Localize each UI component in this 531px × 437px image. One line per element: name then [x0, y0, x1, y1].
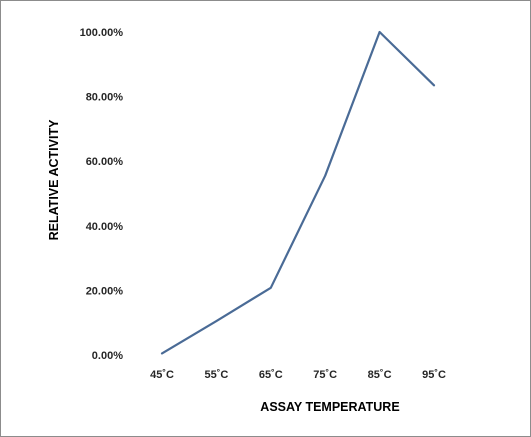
y-tick-label: 100.00% — [80, 27, 124, 39]
x-tick-label: 65˚C — [259, 369, 283, 381]
x-axis-title: ASSAY TEMPERATURE — [260, 400, 399, 414]
y-tick-label: 80.00% — [86, 92, 124, 104]
y-tick-label: 40.00% — [86, 221, 124, 233]
x-axis-ticks: 45˚C 55˚C 65˚C 75˚C 85˚C 95˚C — [150, 369, 446, 381]
y-tick-label: 20.00% — [86, 285, 124, 297]
x-tick-label: 85˚C — [368, 369, 392, 381]
x-tick-label: 55˚C — [204, 369, 228, 381]
y-tick-label: 0.00% — [92, 350, 123, 362]
x-tick-label: 95˚C — [422, 369, 446, 381]
y-axis-title: RELATIVE ACTIVITY — [47, 119, 61, 241]
x-tick-label: 45˚C — [150, 369, 174, 381]
y-axis-ticks: 0.00% 20.00% 40.00% 60.00% 80.00% 100.00% — [80, 27, 124, 362]
y-tick-label: 60.00% — [86, 156, 124, 168]
series-group — [160, 30, 436, 355]
x-tick-label: 75˚C — [313, 369, 337, 381]
series-line — [160, 30, 436, 355]
